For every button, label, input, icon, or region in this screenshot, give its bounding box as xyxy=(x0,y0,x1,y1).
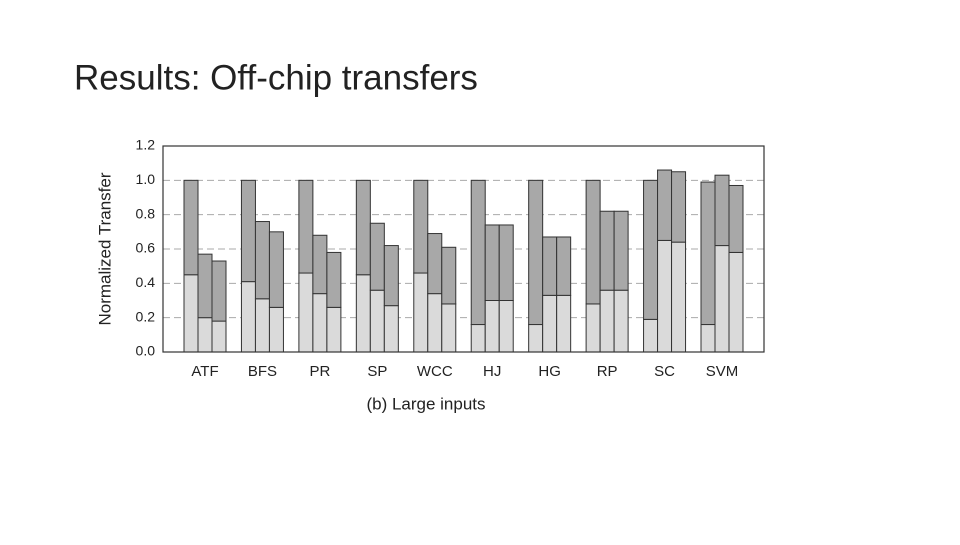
bar-segment xyxy=(498,300,514,353)
bar-segment xyxy=(355,274,371,353)
bar-segment xyxy=(484,300,500,353)
bar-segment xyxy=(585,179,601,305)
bar-segment xyxy=(657,239,673,353)
bar-segment xyxy=(369,289,385,353)
bar-segment xyxy=(240,281,256,353)
bar-segment xyxy=(240,179,256,283)
x-tick-label: SVM xyxy=(706,363,739,380)
x-tick-label: BFS xyxy=(248,363,277,380)
slide-title: Results: Off-chip transfers xyxy=(74,58,478,97)
bar-segment xyxy=(413,179,429,274)
bar-segment xyxy=(484,224,500,301)
bar-segment xyxy=(728,251,744,353)
bar-segment xyxy=(369,222,385,291)
bar-segment xyxy=(326,251,342,308)
y-tick-label: 0.0 xyxy=(136,343,156,359)
bar-segment xyxy=(613,210,629,291)
bar-segment xyxy=(498,224,514,301)
bar-segment xyxy=(599,289,615,353)
bar-segment xyxy=(528,179,544,326)
bar-segment xyxy=(714,174,730,247)
bar-segment xyxy=(211,320,227,353)
bar-segment xyxy=(197,317,213,353)
x-tick-label: SP xyxy=(367,363,387,380)
bar-segment xyxy=(542,236,558,296)
bar-segment xyxy=(728,184,744,253)
y-tick-label: 1.0 xyxy=(136,171,156,187)
bar-segment xyxy=(470,179,486,326)
y-tick-label: 1.2 xyxy=(136,137,156,153)
bar-segment xyxy=(528,324,544,353)
bar-segment xyxy=(556,236,572,296)
y-tick-label: 0.6 xyxy=(136,240,156,256)
x-tick-label: PR xyxy=(309,363,330,380)
bar-segment xyxy=(441,246,457,305)
x-tick-label: ATF xyxy=(191,363,218,380)
bar-segment xyxy=(413,272,429,353)
x-tick-label: WCC xyxy=(417,363,453,380)
x-tick-label: RP xyxy=(597,363,618,380)
bar-segment xyxy=(599,210,615,291)
bar-segment xyxy=(383,305,399,353)
bar-segment xyxy=(643,318,659,353)
bar-segment xyxy=(542,294,558,353)
x-tick-label: HG xyxy=(538,363,561,380)
bar-segment xyxy=(657,169,673,241)
bar-segment xyxy=(268,231,284,308)
bar-segment xyxy=(556,294,572,353)
bar-segment xyxy=(197,253,213,319)
bar-segment xyxy=(671,171,687,243)
bar-segment xyxy=(383,245,399,307)
bar-segment xyxy=(312,234,328,295)
bar-segment xyxy=(643,179,659,320)
bar-segment xyxy=(254,221,270,300)
y-axis-label: Normalized Transfer xyxy=(95,172,114,325)
bar-segment xyxy=(183,179,199,276)
bar-segment xyxy=(268,306,284,353)
bar-segment xyxy=(326,306,342,353)
bar-segment xyxy=(714,245,730,353)
x-tick-label: SC xyxy=(654,363,675,380)
bar-segment xyxy=(470,324,486,353)
bar-segment xyxy=(183,274,199,353)
x-axis-label: (b) Large inputs xyxy=(366,394,485,413)
bar-segment xyxy=(298,179,314,274)
bar-segment xyxy=(700,324,716,353)
bar-segment xyxy=(441,303,457,353)
bar-segment xyxy=(427,233,443,295)
plot-frame xyxy=(162,145,765,353)
y-tick-label: 0.2 xyxy=(136,308,156,324)
bar-segment xyxy=(585,303,601,353)
bar-segment xyxy=(671,241,687,353)
bar-segment xyxy=(613,289,629,353)
bar-segment xyxy=(312,293,328,353)
bar-segment xyxy=(254,298,270,353)
bar-segment xyxy=(700,181,716,326)
y-tick-label: 0.4 xyxy=(136,274,156,290)
bar-segment xyxy=(355,179,371,276)
bar-segment xyxy=(211,260,227,322)
bar-segment xyxy=(298,272,314,353)
y-tick-label: 0.8 xyxy=(136,205,156,221)
x-tick-label: HJ xyxy=(483,363,501,380)
bar-segment xyxy=(427,293,443,353)
